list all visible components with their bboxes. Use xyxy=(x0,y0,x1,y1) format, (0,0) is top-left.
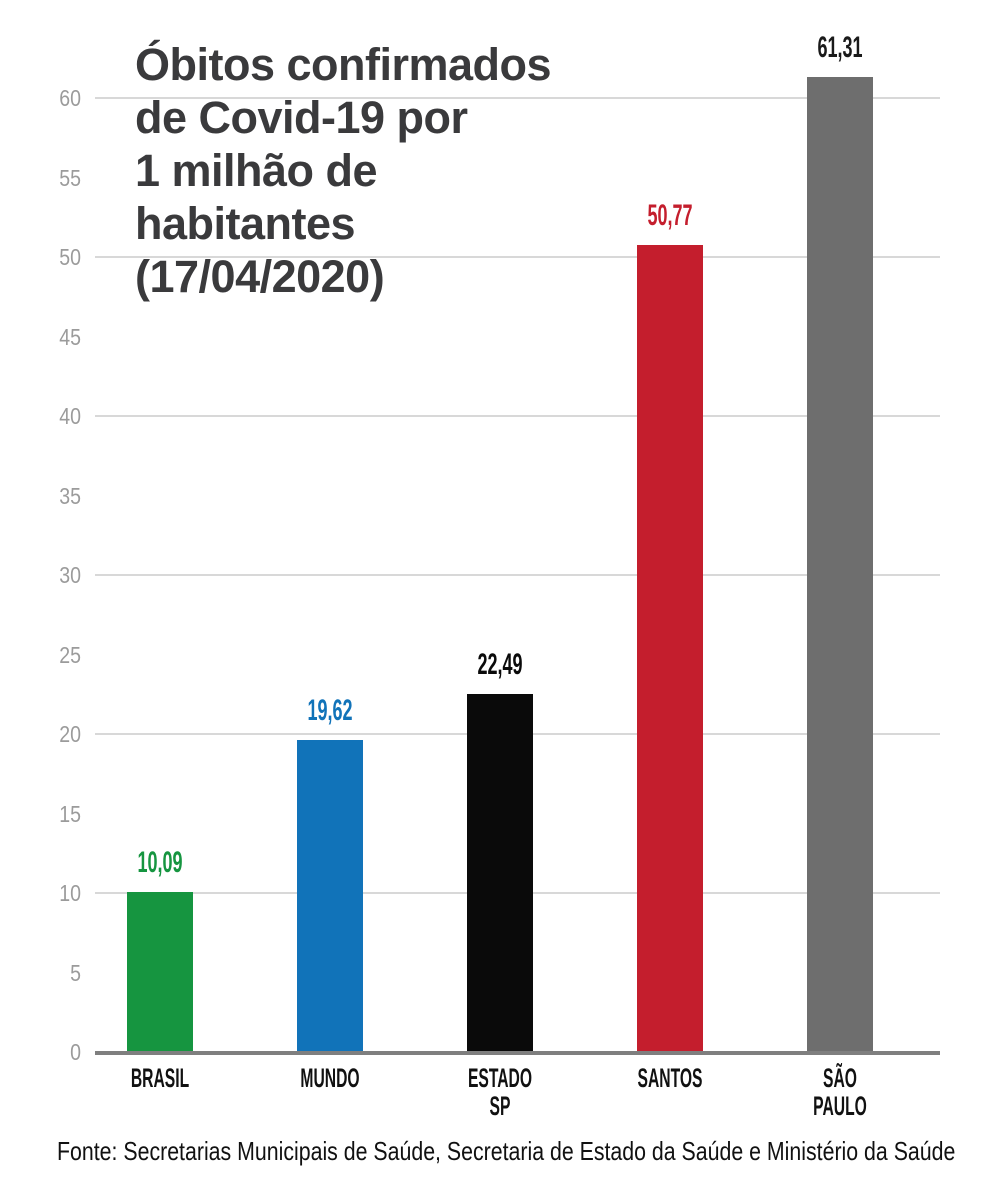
category-label: ESTADO SP xyxy=(467,1063,533,1121)
bar-value-label: 61,31 xyxy=(817,31,863,65)
y-tick-label: 50 xyxy=(59,244,81,270)
gridline xyxy=(95,574,940,576)
bar-value-label: 19,62 xyxy=(307,694,353,728)
bar xyxy=(297,740,363,1052)
source-note: Fonte: Secretarias Municipais de Saúde, … xyxy=(57,1136,956,1166)
plot-area: 0 5 10 15 20 25 30 35 40 45 50 55 60 10,09 BRASIL 19,62… xyxy=(59,31,940,1120)
y-tick-label: 45 xyxy=(59,323,81,350)
y-tick-label: 15 xyxy=(59,800,81,827)
y-tick-label: 20 xyxy=(59,721,81,747)
y-tick-label: 30 xyxy=(59,562,81,588)
y-tick-label: 55 xyxy=(59,164,81,191)
x-axis-line xyxy=(95,1051,940,1055)
y-tick-label: 5 xyxy=(70,959,81,986)
gridline xyxy=(95,97,940,99)
y-tick-label: 25 xyxy=(59,641,81,668)
bar-value-label: 22,49 xyxy=(477,648,523,682)
bar-value-label: 50,77 xyxy=(647,198,693,232)
y-tick-label: 60 xyxy=(59,85,81,111)
y-tick-label: 10 xyxy=(59,880,81,906)
category-label: BRASIL xyxy=(130,1063,190,1093)
y-tick-label: 35 xyxy=(59,482,81,509)
y-tick-label: 0 xyxy=(70,1039,81,1065)
bar xyxy=(127,891,193,1052)
y-tick-label: 40 xyxy=(59,403,81,429)
category-label: SÃO PAULO xyxy=(813,1063,867,1121)
bar xyxy=(637,244,703,1052)
bar xyxy=(807,77,873,1052)
category-label: MUNDO xyxy=(300,1063,360,1093)
gridline xyxy=(95,415,940,417)
category-label: SANTOS xyxy=(637,1063,703,1093)
gridline xyxy=(95,256,940,258)
bar xyxy=(467,694,533,1052)
bar-value-label: 10,09 xyxy=(137,845,183,879)
chart-title: Óbitos confirmados de Covid-19 por 1 mil… xyxy=(135,39,552,302)
